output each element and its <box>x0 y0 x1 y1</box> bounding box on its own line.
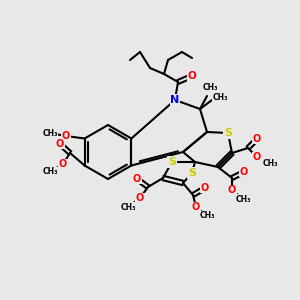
Text: O: O <box>62 131 70 141</box>
Text: O: O <box>56 139 64 149</box>
Text: O: O <box>59 159 67 169</box>
Text: N: N <box>170 95 180 105</box>
Text: CH₃: CH₃ <box>202 83 218 92</box>
Text: S: S <box>168 157 176 167</box>
Text: CH₃: CH₃ <box>262 158 278 167</box>
Text: CH₃: CH₃ <box>42 128 58 137</box>
Text: O: O <box>133 174 141 184</box>
Text: S: S <box>224 128 232 138</box>
Text: O: O <box>228 185 236 195</box>
Text: CH₃: CH₃ <box>120 202 136 211</box>
Text: S: S <box>188 168 196 178</box>
Text: CH₃: CH₃ <box>235 194 251 203</box>
Text: CH₃: CH₃ <box>42 167 58 176</box>
Text: O: O <box>201 183 209 193</box>
Text: CH₃: CH₃ <box>212 94 228 103</box>
Text: O: O <box>240 167 248 177</box>
Text: O: O <box>188 71 196 81</box>
Text: O: O <box>136 193 144 203</box>
Text: CH₃: CH₃ <box>199 212 215 220</box>
Text: O: O <box>253 152 261 162</box>
Text: O: O <box>192 202 200 212</box>
Text: O: O <box>253 134 261 144</box>
